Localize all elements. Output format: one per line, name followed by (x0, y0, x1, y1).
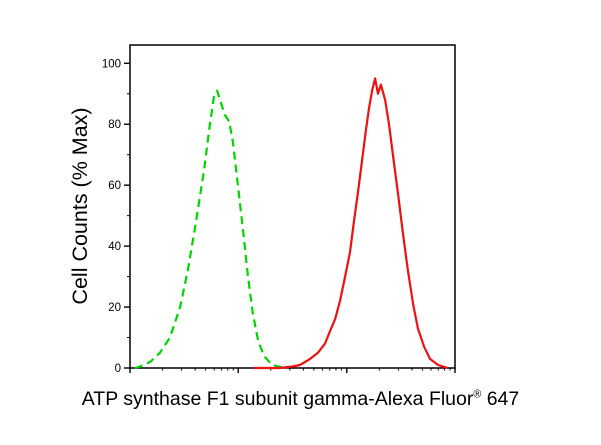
x-axis-caption: ATP synthase F1 subunit gamma-Alexa Fluo… (0, 388, 601, 411)
y-tick-label: 20 (108, 302, 121, 314)
y-tick-label: 60 (108, 180, 121, 192)
curves (134, 77, 449, 370)
x-axis-caption-main: ATP synthase F1 subunit gamma-Alexa Fluo… (81, 388, 474, 410)
y-tick-label: 40 (108, 241, 121, 253)
y-tick-label: 100 (102, 58, 121, 70)
y-tick-label: 80 (108, 119, 121, 131)
x-axis-ticks (129, 368, 456, 373)
registered-trademark-symbol: ® (473, 388, 482, 401)
curve-target-red-solid (253, 77, 449, 370)
x-axis-caption-suffix: 647 (481, 388, 520, 410)
y-axis-label: Cell Counts (% Max) (68, 107, 92, 304)
plot-border (129, 44, 456, 369)
y-tick-label: 0 (115, 363, 121, 375)
y-axis-tick-labels: 0 20 40 60 80 100 (102, 58, 121, 375)
curve-control-green-dashed (134, 89, 286, 370)
y-axis-ticks (124, 62, 130, 369)
